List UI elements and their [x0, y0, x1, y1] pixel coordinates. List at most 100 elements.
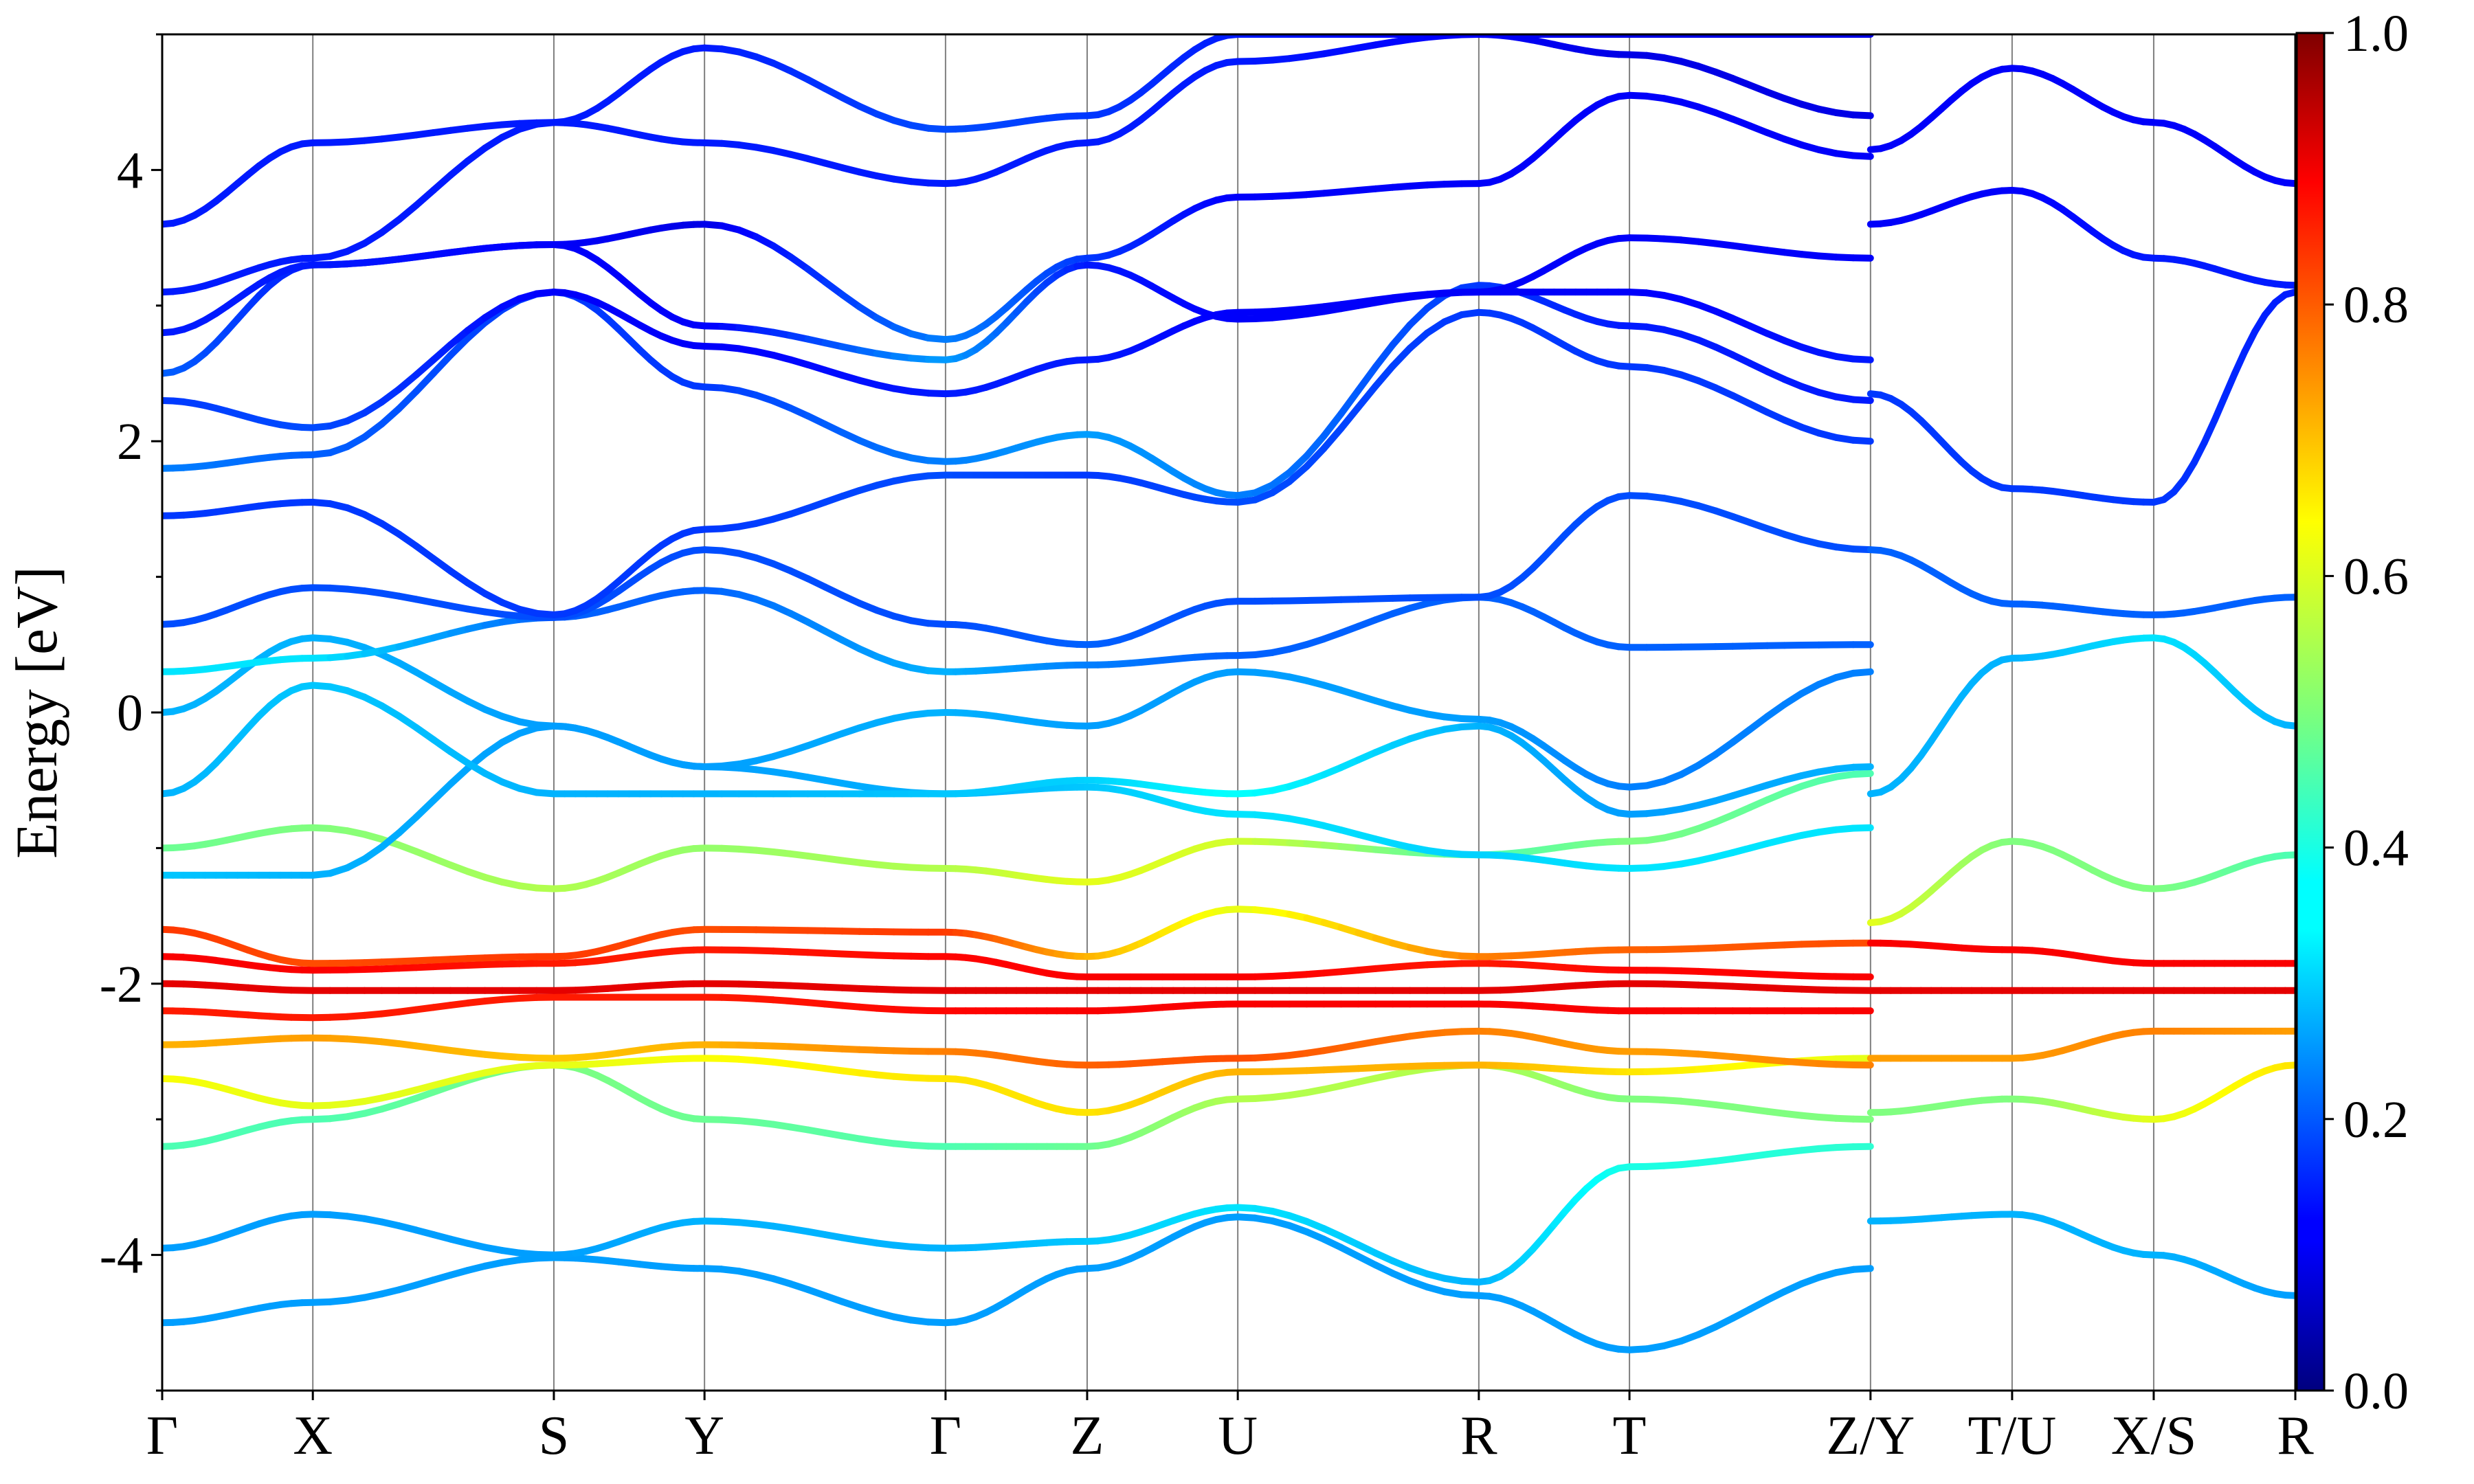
band-segment	[447, 765, 471, 788]
colorbar-tick-label: 1.0	[2343, 5, 2409, 63]
band-segment	[2211, 394, 2228, 425]
band-line	[1866, 187, 2295, 289]
x-tick-label: R	[1460, 1406, 1497, 1466]
band-segment	[1320, 410, 1345, 440]
y-axis: -4 -2 0 2 4	[100, 33, 162, 1392]
band-line	[162, 1143, 1874, 1286]
band-segment	[1337, 387, 1362, 418]
colorbar-tick-label: 0.6	[2343, 548, 2409, 605]
band-segment	[2282, 1061, 2295, 1070]
band-segment	[447, 748, 471, 767]
band-line	[1866, 1027, 2295, 1062]
band-line	[162, 634, 1874, 791]
band-segment	[481, 739, 506, 758]
band-segment	[2282, 289, 2295, 298]
band-line	[162, 980, 1874, 994]
band-segment	[430, 780, 454, 805]
band-segment	[2282, 281, 2295, 289]
band-segment	[395, 813, 420, 837]
band-segment	[1849, 355, 1874, 363]
x-tick-label: Γ	[930, 1406, 961, 1466]
band-segment	[447, 567, 471, 587]
band-segment	[1269, 469, 1293, 488]
x-tick-label: Z/Y	[1826, 1406, 1915, 1466]
y-axis-label: Energy [eV]	[3, 566, 69, 859]
band-segment	[395, 371, 420, 393]
band-segment	[1423, 292, 1448, 312]
band-segment	[447, 335, 471, 359]
band-segment	[1320, 425, 1345, 452]
band-segment	[1355, 363, 1379, 394]
band-segment	[1355, 383, 1379, 411]
band-line	[162, 682, 1874, 818]
band-segment	[838, 291, 863, 311]
band-line	[162, 282, 1874, 499]
band-segment	[1337, 403, 1362, 432]
band-segment	[412, 797, 437, 821]
band-segment	[2282, 721, 2295, 730]
band-line	[162, 1055, 1874, 1116]
band-line	[1866, 1211, 2295, 1299]
band-segment	[395, 530, 420, 550]
x-tick-label: Y	[684, 1406, 724, 1466]
band-segment	[1849, 396, 1874, 404]
colorbar-tick-label: 0.0	[2343, 1362, 2409, 1420]
band-line	[1866, 1061, 2295, 1123]
x-tick-label: R	[2277, 1406, 2314, 1466]
colorbar-tick-label: 0.2	[2343, 1091, 2409, 1149]
band-segment	[804, 265, 829, 286]
band-line	[162, 993, 1874, 1022]
band-segment	[2282, 1292, 2295, 1299]
band-segment	[395, 387, 420, 412]
band-line	[162, 946, 1874, 980]
band-segment	[1406, 329, 1431, 352]
band-line	[1866, 289, 2295, 506]
band-segment	[412, 187, 437, 209]
band-segment	[412, 542, 437, 562]
band-segment	[412, 370, 437, 395]
band-segment	[378, 216, 403, 236]
band-line	[1866, 546, 2295, 618]
band-segment	[430, 172, 454, 194]
band-line	[1866, 939, 2295, 967]
bands	[162, 34, 2295, 1353]
band-segment	[361, 844, 386, 863]
band-segment	[464, 314, 489, 334]
band-segment	[412, 723, 437, 743]
band-segment	[1372, 362, 1396, 390]
y-tick-label: 0	[117, 684, 143, 742]
band-segment	[378, 385, 403, 406]
plot-frame	[161, 33, 2297, 1392]
x-tick-label: Γ	[146, 1406, 178, 1466]
x-tick-label: S	[539, 1406, 570, 1466]
colorbar-tick-label: 0.8	[2343, 276, 2409, 334]
band-segment	[378, 405, 403, 428]
band-segment	[1712, 739, 1737, 758]
band-line	[1866, 65, 2295, 188]
band-segment	[1286, 463, 1311, 485]
band-segment	[2200, 417, 2218, 447]
x-tick-label: X/S	[2111, 1406, 2197, 1466]
colorbar	[2295, 32, 2326, 1392]
y-tick-label: 4	[117, 142, 143, 199]
x-tick-label: T/U	[1968, 1406, 2056, 1466]
band-segment	[430, 736, 454, 756]
x-axis: Γ X S Y Γ Z U R T Z/Y T/U X/S R	[146, 1391, 2314, 1466]
band-segment	[2231, 348, 2249, 377]
band-segment	[1303, 432, 1328, 460]
band-line	[162, 492, 1874, 649]
band-segment	[1372, 341, 1396, 371]
band-segment	[464, 144, 489, 165]
x-tick-label: U	[1218, 1406, 1258, 1466]
band-line	[162, 91, 1874, 344]
band-segment	[1303, 445, 1328, 470]
band-line	[162, 906, 1874, 967]
x-tick-label: T	[1613, 1406, 1647, 1466]
y-tick-label: -4	[100, 1227, 143, 1285]
kpoint-gridlines	[312, 34, 2154, 1391]
colorbar-ticks: 0.0 0.2 0.4 0.6 0.8 1.0	[2324, 5, 2409, 1420]
band-line	[162, 1027, 1874, 1069]
band-line	[1866, 634, 2295, 798]
band-segment	[1763, 701, 1788, 720]
band-segment	[1849, 824, 1874, 832]
